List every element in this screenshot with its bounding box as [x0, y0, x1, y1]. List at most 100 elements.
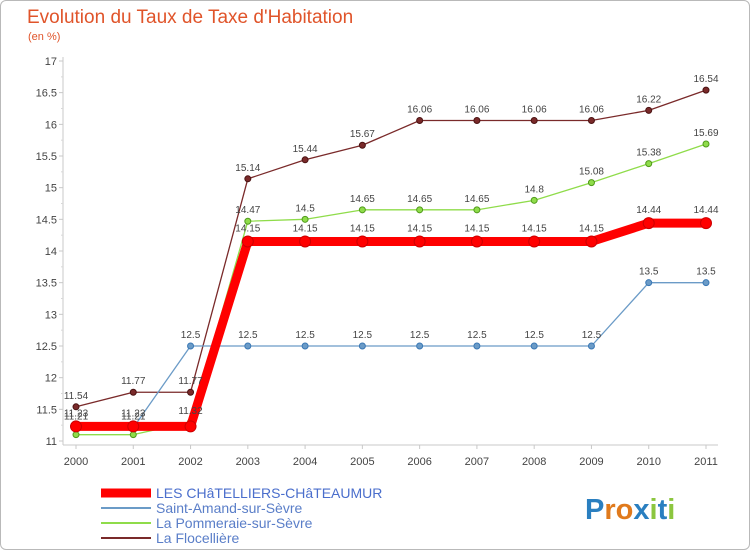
- data-point: [645, 160, 653, 168]
- y-tick-label: 17: [45, 56, 57, 68]
- data-label: 14.15: [579, 224, 604, 235]
- x-tick-label: 2005: [350, 456, 374, 468]
- data-point: [473, 342, 481, 350]
- data-label: 14.65: [407, 194, 432, 205]
- data-point: [127, 420, 140, 433]
- data-point: [416, 206, 424, 214]
- data-label: 14.15: [235, 224, 260, 235]
- data-point: [702, 86, 710, 94]
- data-point: [530, 342, 538, 350]
- data-label: 11.23: [121, 408, 146, 419]
- data-label: 14.15: [522, 224, 547, 235]
- data-point: [187, 388, 195, 396]
- data-label: 11.54: [64, 391, 89, 402]
- data-point: [244, 217, 252, 225]
- data-label: 14.44: [693, 205, 718, 216]
- legend-label: La Pommeraie-sur-Sèvre: [156, 515, 313, 531]
- x-tick-label: 2009: [579, 456, 603, 468]
- series-layer: [70, 86, 712, 439]
- legend-label: LES CHâTELLIERS-CHâTEAUMUR: [156, 485, 382, 501]
- data-label: 14.65: [464, 194, 489, 205]
- data-point: [587, 342, 595, 350]
- data-label: 11.77: [178, 376, 203, 387]
- data-label: 16.06: [407, 105, 432, 116]
- x-tick-label: 2003: [236, 456, 260, 468]
- data-point: [530, 117, 538, 125]
- logo-letter: r: [604, 494, 615, 526]
- y-tick-label: 11.5: [36, 404, 57, 416]
- data-label: 11.32: [178, 406, 203, 417]
- data-point: [129, 388, 137, 396]
- data-point: [70, 420, 82, 433]
- data-point: [416, 117, 424, 125]
- data-point: [184, 420, 197, 433]
- x-tick-label: 2001: [121, 456, 145, 468]
- data-label: 15.14: [235, 163, 260, 174]
- data-point: [645, 279, 653, 287]
- data-label: 16.06: [464, 105, 489, 116]
- data-label: 12.5: [181, 330, 201, 341]
- data-label: 16.06: [522, 105, 547, 116]
- x-tick-label: 2011: [694, 456, 718, 468]
- series-2: [72, 140, 710, 439]
- data-label: 15.67: [350, 129, 375, 140]
- data-point: [587, 179, 595, 187]
- proxiti-logo: Proxiti: [585, 494, 675, 526]
- chart-unit: (en %): [28, 31, 61, 43]
- logo-letter: P: [585, 494, 604, 526]
- series-0: [70, 217, 712, 433]
- data-point: [129, 431, 137, 439]
- data-label: 11.21: [121, 412, 146, 423]
- data-label: 15.44: [293, 144, 318, 155]
- x-tick-label: 2008: [522, 456, 546, 468]
- series-1: [72, 279, 710, 432]
- data-point: [358, 141, 366, 149]
- y-tick-label: 14.5: [36, 214, 57, 226]
- y-tick-label: 11: [46, 436, 57, 448]
- data-point: [587, 117, 595, 125]
- x-tick-label: 2004: [293, 456, 317, 468]
- data-label: 16.22: [636, 94, 661, 105]
- data-label: 14.44: [636, 205, 661, 216]
- logo-letter: x: [633, 494, 649, 526]
- y-tick-label: 16: [45, 119, 57, 131]
- data-label: 15.08: [579, 167, 604, 178]
- y-tick-label: 14: [45, 246, 57, 258]
- data-point: [528, 235, 541, 248]
- data-point: [356, 235, 369, 248]
- data-label: 12.5: [295, 330, 315, 341]
- data-label: 15.69: [693, 128, 718, 139]
- data-label: 12.5: [524, 330, 544, 341]
- series-line: [71, 218, 711, 431]
- data-label: 11.21: [64, 412, 89, 423]
- data-point: [358, 206, 366, 214]
- data-point: [244, 175, 252, 183]
- x-tick-label: 2007: [465, 456, 489, 468]
- series-line: [75, 143, 707, 436]
- data-label: 13.5: [639, 267, 659, 278]
- data-point: [702, 279, 710, 287]
- data-label: 16.54: [693, 74, 718, 85]
- data-point: [585, 235, 598, 248]
- data-label: 11.23: [64, 408, 89, 419]
- y-tick-label: 12: [45, 373, 57, 385]
- data-point: [187, 342, 195, 350]
- logo-letter: i: [667, 494, 675, 526]
- data-point: [702, 140, 710, 148]
- y-tick-label: 16.5: [36, 88, 57, 100]
- data-point: [470, 235, 483, 248]
- data-label: 14.15: [407, 224, 432, 235]
- logo-letter: i: [650, 494, 658, 526]
- data-label: 12.5: [410, 330, 430, 341]
- x-tick-label: 2002: [178, 456, 202, 468]
- logo-letter: o: [616, 494, 634, 526]
- data-point: [413, 235, 426, 248]
- data-point: [416, 342, 424, 350]
- data-label: 13.5: [696, 267, 716, 278]
- logo-letter: t: [658, 494, 668, 526]
- data-label: 14.8: [524, 184, 544, 195]
- data-label: 12.5: [582, 330, 602, 341]
- y-tick-label: 12.5: [36, 341, 57, 353]
